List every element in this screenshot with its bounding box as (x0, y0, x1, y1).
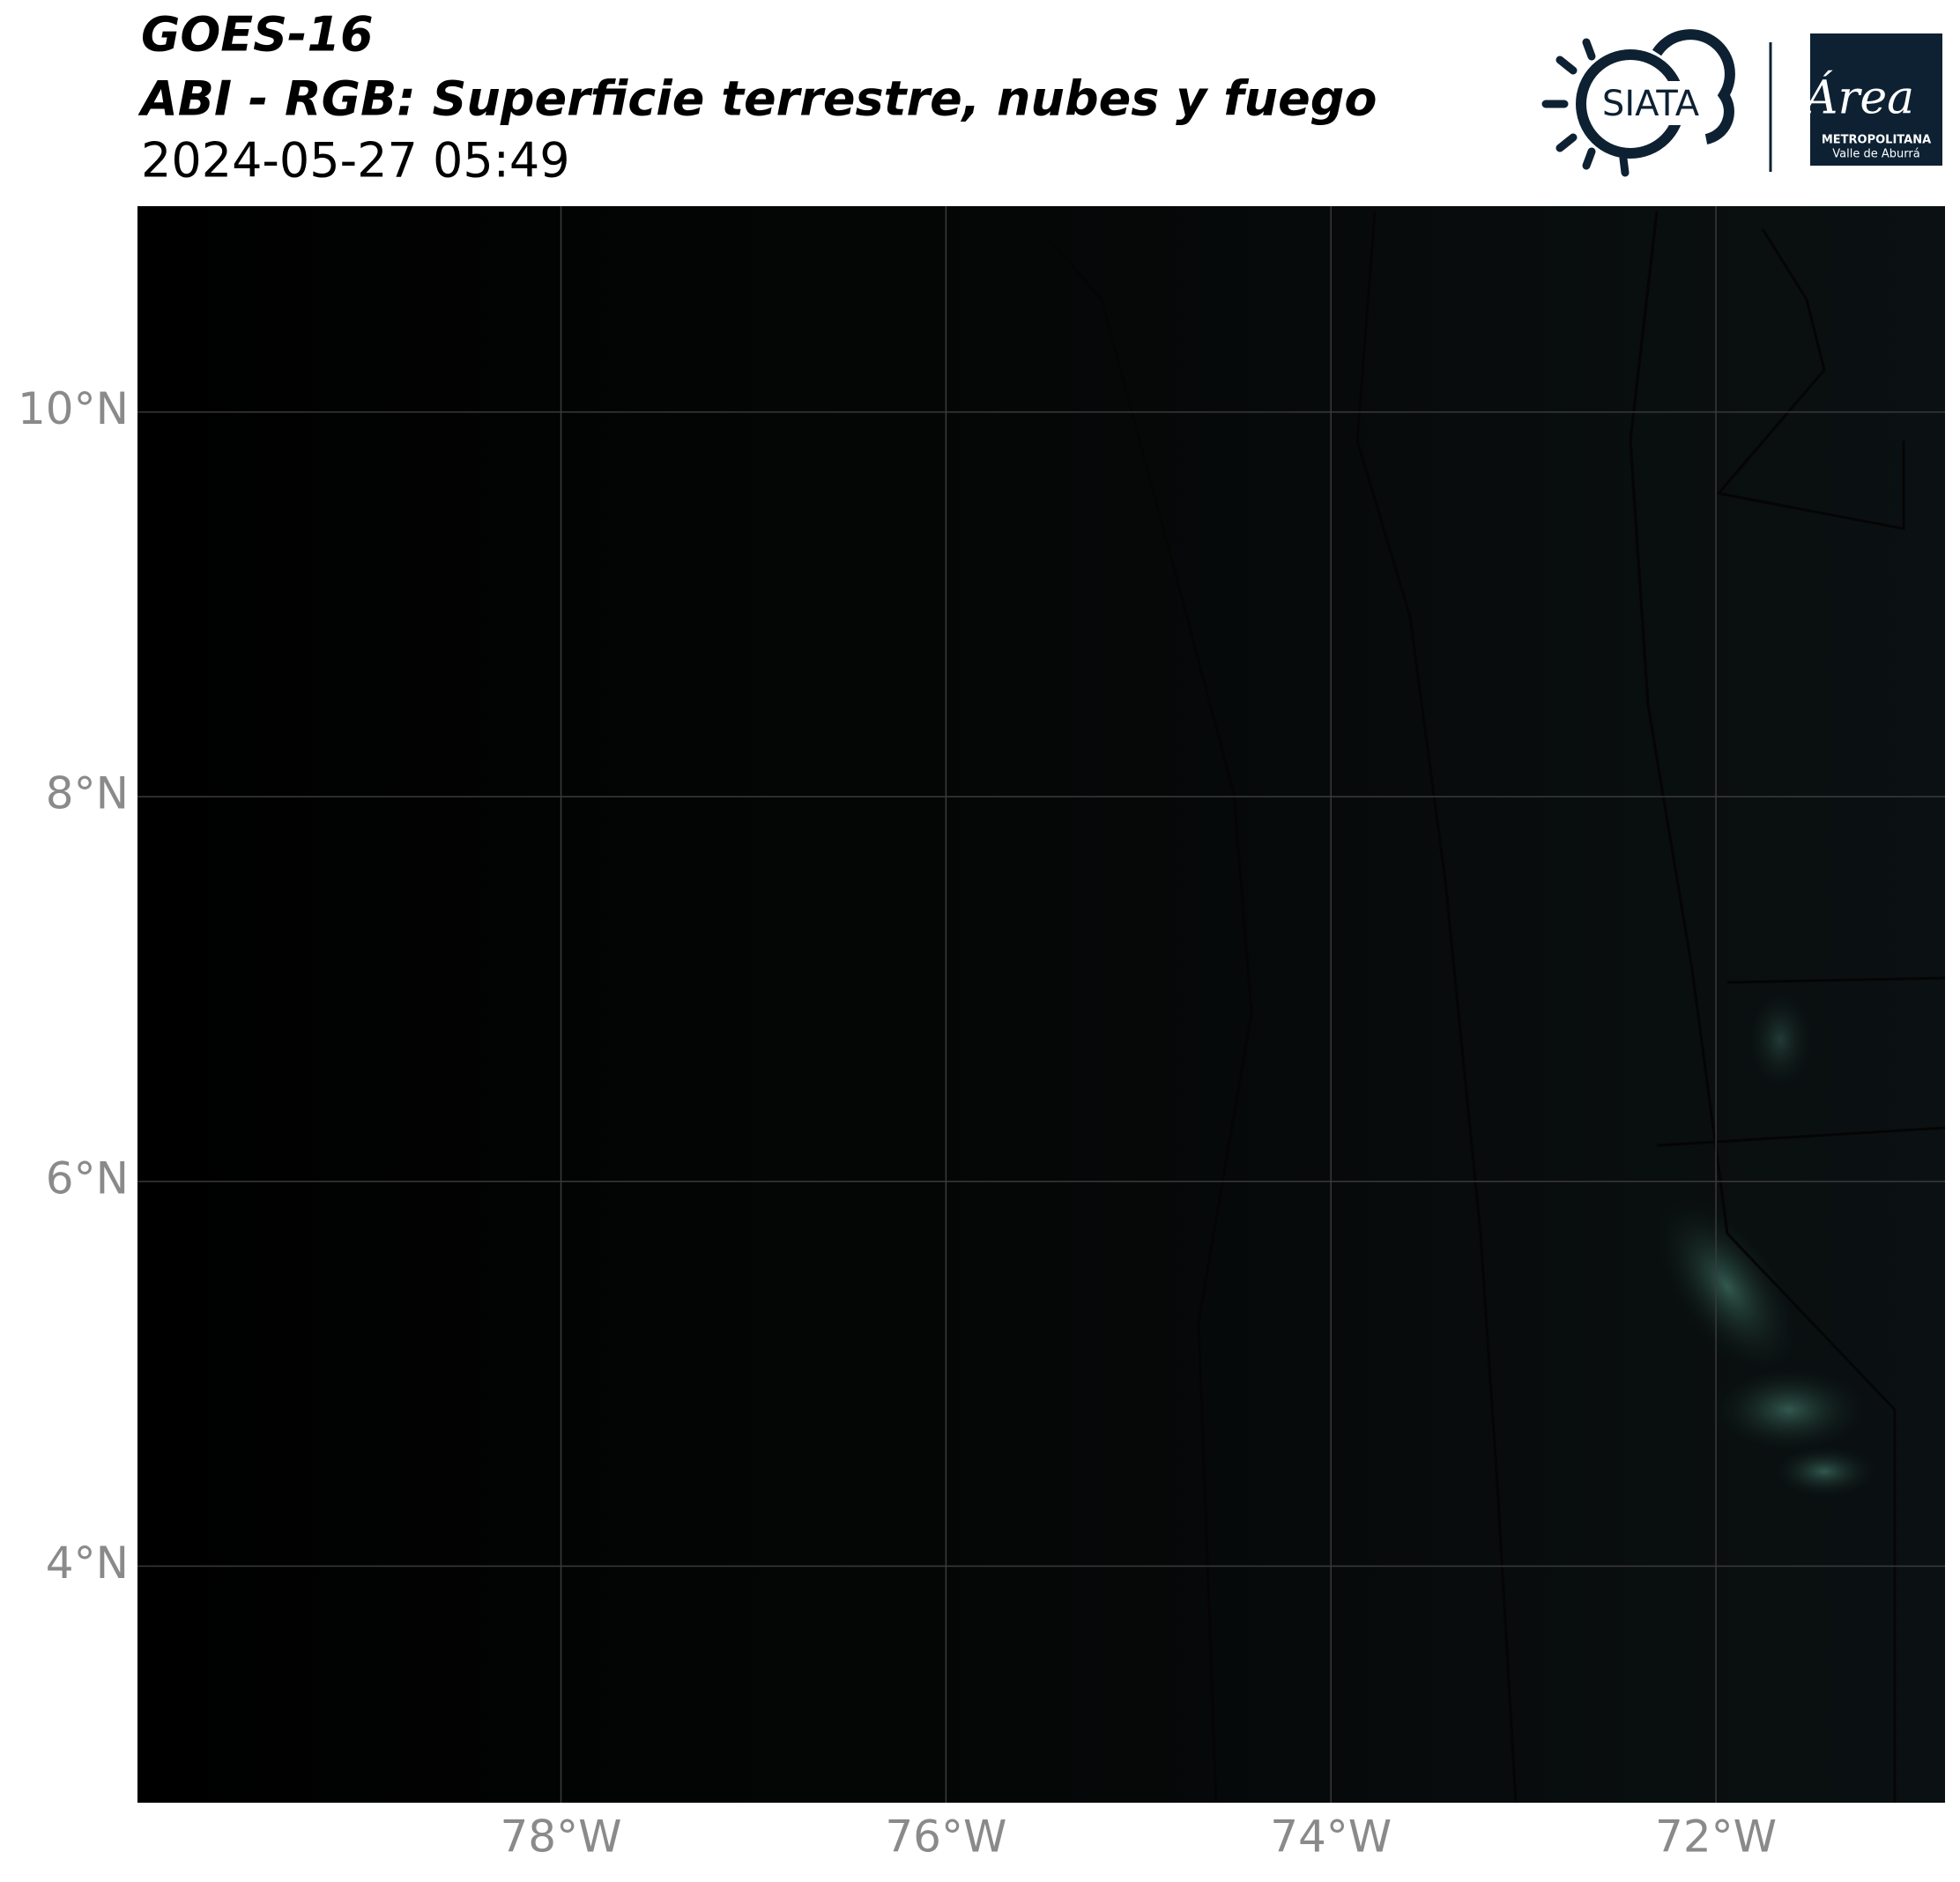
lon-tick-label: 78°W (501, 1812, 622, 1863)
siata-logo: SIATA (1541, 29, 1735, 177)
map (137, 206, 1946, 1804)
lat-tick-label: 6°N (46, 1152, 129, 1204)
map-background (137, 206, 1945, 1803)
lat-tick-label: 4°N (46, 1537, 129, 1589)
lon-tick-label: 76°W (885, 1812, 1006, 1863)
datetime: 2024-05-27 05:49 (141, 133, 570, 189)
lat-tick-label: 8°N (46, 768, 129, 819)
area-line1: METROPOLITANA (1822, 134, 1931, 147)
area-logo: Área METROPOLITANA Valle de Aburrá (1801, 33, 1942, 166)
siata-text: SIATA (1602, 84, 1700, 124)
title: GOES-16 (141, 7, 374, 63)
subtitle: ABI - RGB: Superficie terrestre, nubes y… (137, 71, 1377, 127)
lat-tick-label: 10°N (18, 383, 129, 434)
clouds (1652, 987, 1877, 1498)
area-text: Área (1801, 70, 1914, 125)
lon-tick-label: 74°W (1270, 1812, 1392, 1863)
area-line2: Valle de Aburrá (1832, 148, 1919, 161)
borders (1038, 211, 1946, 1804)
lon-tick-label: 72°W (1655, 1812, 1777, 1863)
